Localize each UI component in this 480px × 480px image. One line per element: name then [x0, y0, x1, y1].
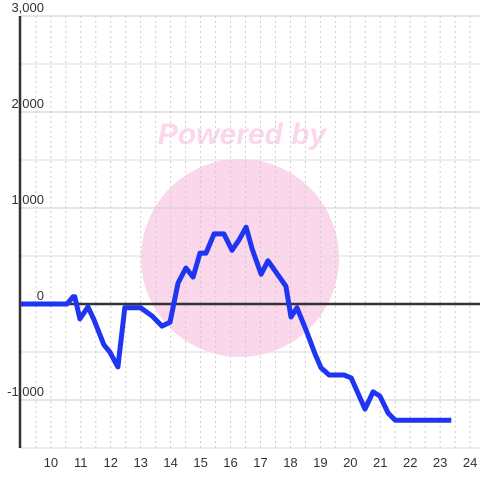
- x-tick-label: 21: [373, 455, 387, 470]
- data-line: [20, 224, 452, 423]
- x-tick-label: 23: [433, 455, 447, 470]
- x-tick-label: 11: [74, 455, 88, 470]
- x-tick-label: 16: [223, 455, 237, 470]
- x-tick-label: 17: [253, 455, 267, 470]
- y-tick-label: -1,000: [7, 384, 44, 399]
- y-tick-label: 1,000: [11, 192, 44, 207]
- y-tick-label: 2,000: [11, 96, 44, 111]
- x-tick-label: 20: [343, 455, 357, 470]
- x-tick-label: 24: [463, 455, 477, 470]
- x-tick-label: 14: [163, 455, 177, 470]
- x-tick-label: 22: [403, 455, 417, 470]
- x-tick-label: 18: [283, 455, 297, 470]
- x-tick-label: 15: [193, 455, 207, 470]
- x-tick-label: 12: [104, 455, 118, 470]
- watermark-text: Powered by: [158, 118, 328, 151]
- x-tick-label: 19: [313, 455, 327, 470]
- x-tick-label: 13: [133, 455, 147, 470]
- y-tick-label: 3,000: [11, 0, 44, 15]
- x-tick-label: 10: [44, 455, 58, 470]
- y-tick-label: 0: [37, 288, 44, 303]
